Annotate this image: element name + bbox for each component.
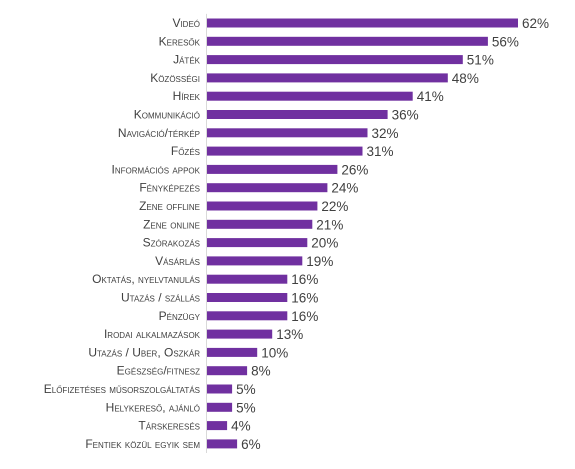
value-label: 10% [261, 345, 288, 360]
category-label: Kommunikáció [134, 108, 200, 122]
category-label: Utazás / Uber, Oszkár [88, 345, 200, 359]
category-label: Fentiek közül egyik sem [85, 437, 200, 451]
bars-group [207, 18, 518, 449]
bar [207, 110, 388, 119]
value-label: 36% [392, 108, 419, 123]
category-label: Közösségi [150, 71, 200, 85]
bar [207, 183, 328, 193]
bar [207, 274, 288, 284]
bar [207, 219, 313, 229]
value-label: 19% [306, 254, 333, 269]
bar [207, 402, 233, 412]
bar [207, 439, 238, 449]
bar [207, 347, 258, 357]
category-label: Szórakozás [143, 236, 200, 250]
value-label: 20% [311, 236, 338, 251]
value-label: 16% [291, 272, 318, 287]
bar [207, 164, 338, 174]
value-label: 26% [341, 162, 368, 177]
bar [207, 293, 288, 302]
bar [207, 146, 363, 156]
value-label: 21% [316, 217, 343, 232]
value-label: 62% [522, 16, 549, 31]
bar [207, 366, 248, 376]
bar [207, 128, 368, 138]
category-label: Utazás / szállás [121, 291, 200, 305]
bar [207, 18, 518, 28]
category-label: Vásárlás [155, 254, 200, 268]
category-label: Keresők [159, 34, 201, 48]
category-label: Játék [173, 53, 201, 67]
bar [207, 201, 318, 211]
value-label: 8% [251, 364, 271, 379]
value-label: 16% [291, 309, 318, 324]
category-label: Fényképezés [139, 181, 200, 195]
bar [207, 329, 273, 339]
bar [207, 256, 303, 266]
category-label: Zene online [143, 217, 200, 231]
category-label: Információs appok [112, 162, 201, 176]
bar [207, 55, 463, 65]
bar [207, 91, 413, 101]
value-label: 48% [452, 71, 479, 86]
bar [207, 238, 308, 248]
value-label: 31% [367, 144, 394, 159]
category-label: Főzés [171, 144, 200, 158]
value-label: 5% [236, 400, 256, 415]
bar [207, 73, 448, 83]
category-label: Helykereső, ajánló [106, 400, 200, 414]
value-label: 16% [291, 291, 318, 306]
category-label: Társkeresés [138, 419, 200, 433]
category-label: Oktatás, nyelvtanulás [92, 272, 200, 286]
value-label: 41% [417, 89, 444, 104]
value-label: 51% [467, 53, 494, 68]
value-label: 13% [276, 327, 303, 342]
value-label: 24% [331, 181, 358, 196]
value-label: 56% [492, 34, 519, 49]
bar [207, 311, 288, 321]
category-label: Egészség/fitnesz [117, 364, 200, 378]
category-labels-group: Videó Keresők Játék Közösségi Hírek Kommuniká… [44, 16, 201, 451]
bar [207, 384, 233, 394]
value-label: 4% [231, 419, 251, 434]
category-label: Hírek [173, 89, 201, 103]
value-label: 6% [241, 437, 261, 452]
value-label: 22% [321, 199, 348, 214]
category-label: Pénzügy [159, 309, 201, 323]
value-labels-group: 62%56% 51% 48% 41% 36% 32% 31% 26% 24% 22% 21% 20% 1… [231, 16, 549, 452]
category-label: Irodai alkalmazások [104, 327, 201, 341]
bar [207, 421, 228, 431]
value-label: 32% [372, 126, 399, 141]
category-label: Zene offline [139, 199, 200, 213]
category-label: Navigáció/térkép [118, 126, 200, 140]
category-label: Videó [172, 16, 200, 30]
category-label: Előfizetéses műsorszolgáltatás [44, 382, 200, 396]
value-label: 5% [236, 382, 256, 397]
bar [207, 36, 488, 46]
